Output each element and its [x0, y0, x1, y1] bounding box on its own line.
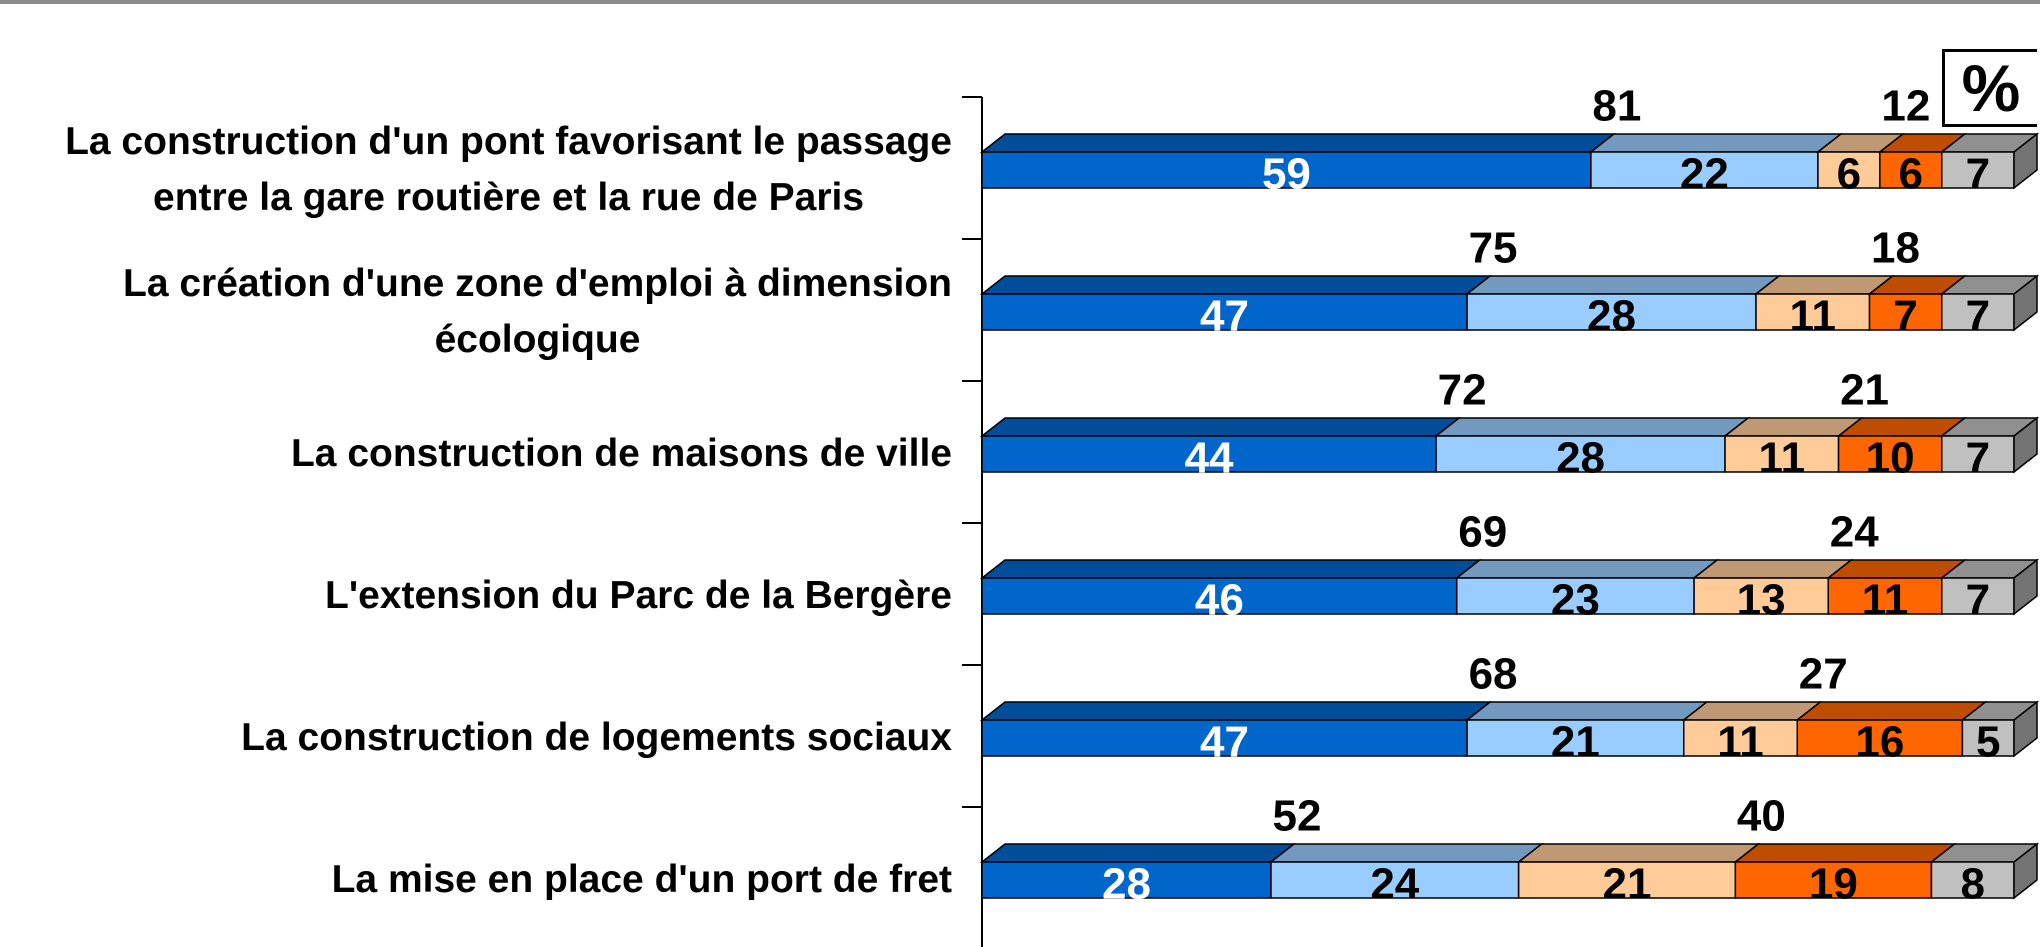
- total-label: 12: [1881, 82, 1930, 131]
- value-label: 23: [1551, 576, 1600, 625]
- bar: [1930, 861, 2015, 899]
- bar: [1693, 577, 1829, 615]
- value-label: 19: [1809, 860, 1858, 909]
- bar-side: [2013, 274, 2038, 332]
- total-label: 18: [1871, 224, 1920, 273]
- value-label: 47: [1200, 292, 1249, 341]
- bar: [1466, 719, 1685, 757]
- bar: [1466, 293, 1757, 331]
- value-label: 5: [1976, 718, 2000, 767]
- value-label: 6: [1837, 150, 1861, 199]
- value-label: 11: [1717, 718, 1764, 767]
- bar: [1868, 293, 1943, 331]
- total-label: 27: [1799, 650, 1848, 699]
- value-label: 8: [1960, 860, 1984, 909]
- bar: [1961, 719, 2015, 757]
- bar: [981, 435, 1437, 473]
- unit-label: %: [1942, 49, 2037, 127]
- value-label: 11: [1862, 576, 1909, 625]
- bar: [981, 719, 1468, 757]
- total-label: 21: [1840, 366, 1889, 415]
- bar: [981, 577, 1458, 615]
- total-label: 68: [1469, 650, 1518, 699]
- bar: [1879, 151, 1943, 189]
- value-label: 21: [1603, 860, 1652, 909]
- top-border: [0, 0, 2040, 4]
- value-label: 7: [1966, 576, 1990, 625]
- value-label: 7: [1893, 292, 1917, 341]
- bar-side: [2013, 700, 2038, 758]
- total-label: 72: [1438, 366, 1487, 415]
- bar-side: [2013, 416, 2038, 474]
- bar: [1517, 861, 1737, 899]
- category-label: L'extension du Parc de la Bergère: [325, 574, 952, 617]
- bar: [1941, 577, 2015, 615]
- total-label: 24: [1830, 508, 1879, 557]
- value-label: 46: [1195, 576, 1244, 625]
- value-label: 7: [1966, 150, 1990, 199]
- value-label: 28: [1587, 292, 1636, 341]
- bar: [1734, 861, 1933, 899]
- value-label: 7: [1966, 292, 1990, 341]
- bar: [1683, 719, 1799, 757]
- category-label: La création d'une zone d'emploi à dimens…: [123, 262, 952, 361]
- value-label: 11: [1790, 292, 1837, 341]
- total-label: 81: [1592, 82, 1641, 131]
- bar: [1796, 719, 1964, 757]
- bar: [1724, 435, 1840, 473]
- value-label: 59: [1262, 150, 1311, 199]
- bar: [1827, 577, 1943, 615]
- total-label: 40: [1737, 792, 1786, 841]
- value-label: 11: [1759, 434, 1806, 483]
- value-label: 47: [1200, 718, 1249, 767]
- bar-side: [2013, 842, 2038, 900]
- category-label: La construction de maisons de ville: [290, 432, 952, 475]
- value-label: 13: [1737, 576, 1786, 625]
- value-label: 24: [1370, 860, 1419, 909]
- value-label: 28: [1556, 434, 1605, 483]
- bar: [981, 293, 1468, 331]
- value-label: 21: [1551, 718, 1600, 767]
- value-label: 7: [1966, 434, 1990, 483]
- bar-side: [2013, 132, 2038, 190]
- total-label: 69: [1458, 508, 1507, 557]
- total-label: 75: [1469, 224, 1518, 273]
- category-label: La construction de logements sociaux: [241, 716, 952, 759]
- value-label: 22: [1680, 150, 1729, 199]
- category-label: La mise en place d'un port de fret: [331, 858, 952, 901]
- category-label: La construction d'un pont favorisant le …: [65, 120, 952, 219]
- value-label: 6: [1899, 150, 1923, 199]
- bar: [1270, 861, 1520, 899]
- value-label: 16: [1855, 718, 1904, 767]
- total-label: 52: [1272, 792, 1321, 841]
- value-label: 28: [1102, 860, 1151, 909]
- value-label: 44: [1185, 434, 1234, 483]
- bar: [1590, 151, 1819, 189]
- value-label: 10: [1866, 434, 1915, 483]
- bar-side: [2013, 558, 2038, 616]
- bar: [1755, 293, 1871, 331]
